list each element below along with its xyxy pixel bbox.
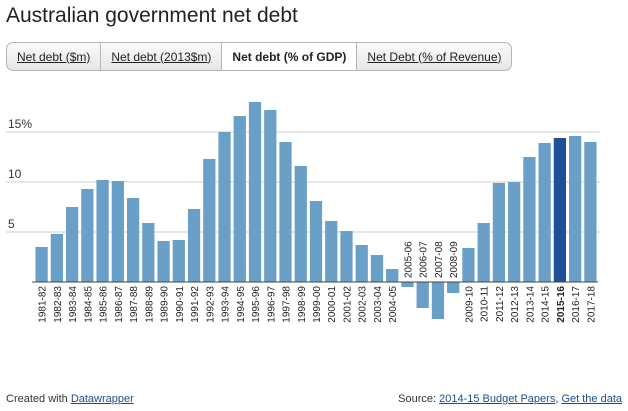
bar-2010-11[interactable] (477, 223, 490, 282)
x-tick-label-2013-14: 2013-14 (525, 286, 536, 323)
source-link[interactable]: 2014-15 Budget Papers (439, 393, 556, 405)
x-tick-label-1985-86: 1985-86 (99, 286, 110, 323)
bar-2008-09[interactable] (447, 282, 460, 293)
bar-2014-15[interactable] (538, 143, 551, 282)
x-tick-label-2010-11: 2010-11 (480, 286, 491, 322)
x-tick-label-1994-95: 1994-95 (236, 286, 247, 323)
bar-2017-18[interactable] (584, 142, 597, 282)
bar-1987-88[interactable] (126, 198, 140, 282)
bar-1989-90[interactable] (157, 241, 170, 282)
bar-2006-07[interactable] (416, 282, 429, 308)
x-tick-label-2014-15: 2014-15 (541, 286, 552, 323)
x-tick-label-2000-01: 2000-01 (327, 286, 338, 323)
x-tick-label-1988-89: 1988-89 (144, 286, 155, 323)
x-tick-label-1999-00: 1999-00 (312, 286, 323, 323)
created-with-text: Created with (6, 393, 71, 405)
x-tick-label-1983-84: 1983-84 (68, 286, 79, 323)
x-tick-label-1996-97: 1996-97 (266, 286, 277, 323)
bar-2013-14[interactable] (523, 157, 536, 282)
x-tick-label-2016-17: 2016-17 (571, 286, 582, 323)
x-tick-label-2009-10: 2009-10 (464, 286, 475, 323)
x-tick-label-2003-04: 2003-04 (373, 286, 384, 323)
bar-2005-06[interactable] (401, 282, 414, 287)
x-tick-label-2005-06: 2005-06 (403, 241, 414, 278)
bar-2012-13[interactable] (508, 182, 521, 282)
bar-2003-04[interactable] (370, 255, 384, 282)
bar-2011-12[interactable] (492, 183, 506, 282)
x-tick-label-2008-09: 2008-09 (449, 241, 460, 278)
bar-1986-87[interactable] (111, 181, 124, 282)
x-tick-label-2017-18: 2017-18 (586, 286, 597, 323)
bar-1996-97[interactable] (264, 110, 277, 282)
tab-net-debt-m[interactable]: Net debt ($m) (7, 43, 102, 70)
bar-2016-17[interactable] (569, 136, 582, 282)
tab-net-debt-gdp[interactable]: Net debt (% of GDP) (222, 43, 358, 70)
bar-1990-91[interactable] (172, 240, 185, 282)
bar-2007-08[interactable] (431, 282, 445, 319)
x-tick-label-1987-88: 1987-88 (129, 286, 140, 323)
bar-1983-84[interactable] (65, 207, 79, 282)
bar-1999-00[interactable] (309, 201, 323, 282)
bar-1998-99[interactable] (294, 166, 307, 282)
bar-1994-95[interactable] (233, 116, 246, 282)
x-tick-label-1995-96: 1995-96 (251, 286, 262, 323)
bar-2000-01[interactable] (325, 221, 338, 282)
x-tick-label-1982-83: 1982-83 (53, 286, 64, 323)
tab-net-debt-revenue[interactable]: Net Debt (% of Revenue) (367, 49, 502, 64)
source-separator: , (555, 393, 562, 405)
footer-source: Source: 2014-15 Budget Papers, Get the d… (398, 393, 622, 405)
chart-title: Australian government net debt (6, 4, 298, 27)
y-tick-label-10: 10 (8, 167, 22, 181)
bar-2001-02[interactable] (340, 231, 353, 282)
footer-credit: Created with Datawrapper (6, 393, 134, 405)
bar-1981-82[interactable] (35, 247, 48, 282)
bar-1992-93[interactable] (203, 159, 216, 282)
x-tick-label-2012-13: 2012-13 (510, 286, 521, 323)
bar-2015-16[interactable] (553, 138, 567, 282)
x-tick-label-1981-82: 1981-82 (38, 286, 49, 323)
x-tick-label-2007-08: 2007-08 (434, 241, 445, 278)
bar-chart: 5 10 15% 1981-82 1982-83 1983-84 1984-85 1985-8… (6, 102, 600, 323)
tab-net-debt-2013m[interactable]: Net debt (2013$m) (101, 43, 223, 70)
x-tick-label-1989-90: 1989-90 (160, 286, 171, 323)
x-tick-label-1984-85: 1984-85 (83, 286, 94, 323)
x-tick-label-2001-02: 2001-02 (342, 286, 353, 323)
source-prefix: Source: (398, 393, 440, 405)
x-tick-label-1991-92: 1991-92 (190, 286, 201, 323)
x-tick-label-1992-93: 1992-93 (205, 286, 216, 323)
x-tick-label-2002-03: 2002-03 (358, 286, 369, 323)
bar-1993-94[interactable] (218, 132, 231, 282)
bar-2004-05[interactable] (386, 269, 399, 282)
x-tick-label-2015-16: 2015-16 (556, 286, 567, 323)
x-tick-label-2006-07: 2006-07 (419, 241, 430, 278)
datawrapper-link[interactable]: Datawrapper (70, 393, 134, 405)
x-tick-label-1998-99: 1998-99 (297, 286, 308, 323)
bar-1982-83[interactable] (50, 234, 63, 282)
x-tick-label-2011-12: 2011-12 (495, 286, 506, 322)
x-tick-label-2004-05: 2004-05 (388, 286, 399, 323)
x-tick-label-1986-87: 1986-87 (114, 286, 125, 323)
bar-1985-86[interactable] (96, 180, 109, 282)
bar-1988-89[interactable] (142, 223, 155, 282)
x-tick-label-1990-91: 1990-91 (175, 286, 186, 323)
y-tick-label-5: 5 (8, 217, 15, 231)
tab-bar: Net debt ($m) Net debt (2013$m) Net debt… (6, 42, 513, 71)
bar-1995-96[interactable] (248, 102, 262, 282)
bar-1997-98[interactable] (279, 142, 292, 282)
bar-1991-92[interactable] (187, 209, 201, 282)
bar-2002-03[interactable] (355, 245, 368, 282)
get-data-link[interactable]: Get the data (561, 393, 622, 405)
bar-1984-85[interactable] (81, 189, 94, 282)
x-tick-label-1993-94: 1993-94 (221, 286, 232, 323)
x-tick-label-1997-98: 1997-98 (282, 286, 293, 323)
y-tick-label-15: 15% (8, 117, 32, 131)
bar-2009-10[interactable] (462, 248, 475, 282)
